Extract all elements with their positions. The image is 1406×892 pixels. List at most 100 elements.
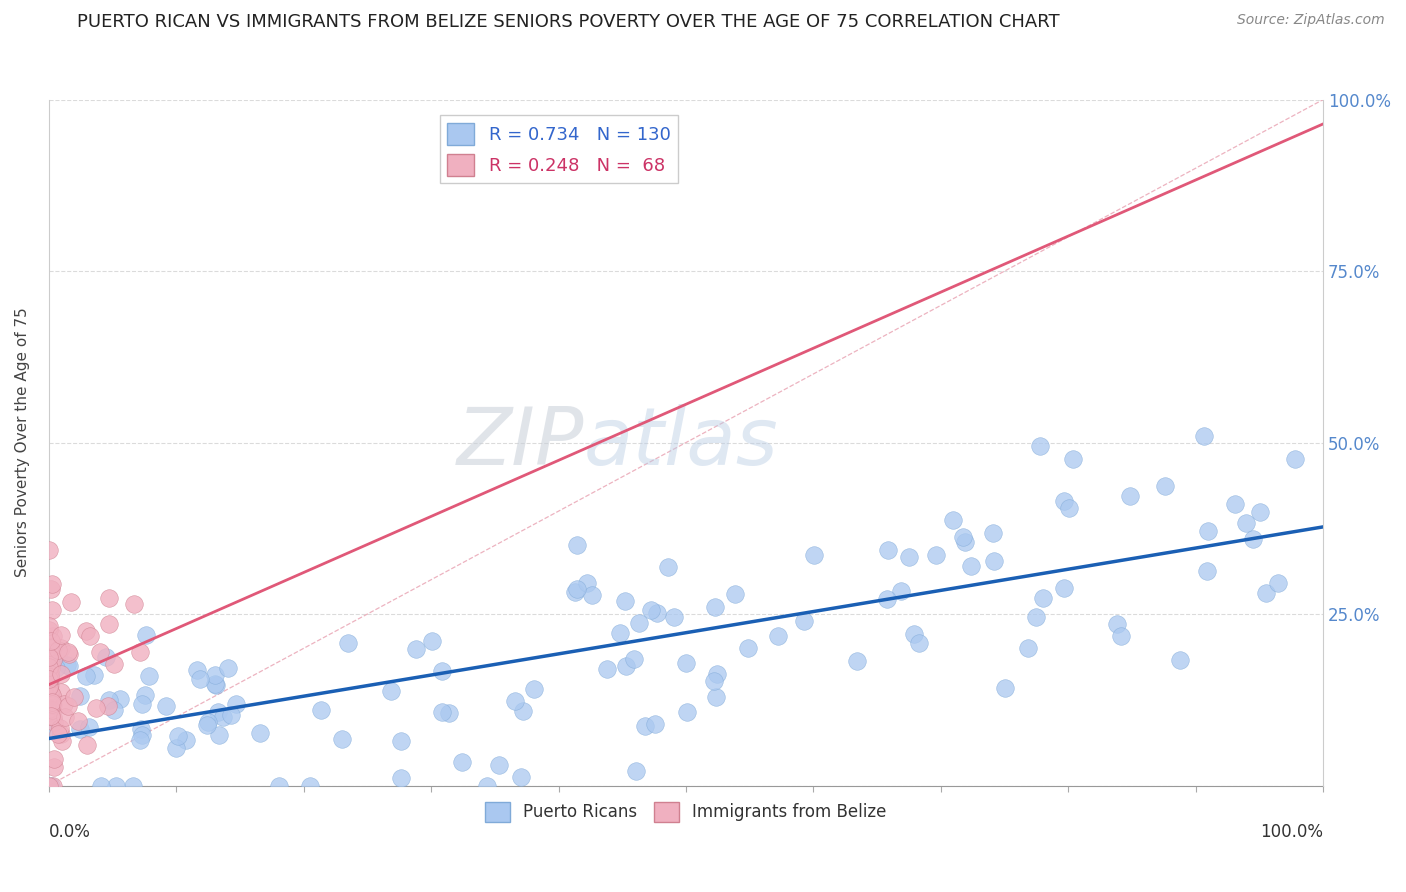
Point bbox=[39, 669, 62, 683]
Point bbox=[675, 657, 697, 671]
Point bbox=[63, 690, 86, 704]
Point bbox=[581, 589, 603, 603]
Point bbox=[49, 721, 72, 735]
Text: atlas: atlas bbox=[583, 403, 779, 482]
Point bbox=[89, 645, 111, 659]
Point bbox=[38, 689, 60, 703]
Point bbox=[567, 538, 589, 552]
Point bbox=[509, 770, 531, 784]
Point bbox=[39, 667, 62, 681]
Point bbox=[225, 697, 247, 711]
Point bbox=[38, 672, 60, 686]
Point bbox=[83, 668, 105, 682]
Point bbox=[39, 720, 62, 734]
Point bbox=[46, 642, 69, 657]
Point bbox=[614, 658, 637, 673]
Point bbox=[129, 722, 152, 736]
Point bbox=[768, 629, 790, 643]
Point bbox=[44, 752, 66, 766]
Point bbox=[39, 688, 62, 702]
Point bbox=[437, 706, 460, 720]
Point bbox=[44, 714, 66, 729]
Point bbox=[676, 705, 699, 719]
Point bbox=[134, 688, 156, 702]
Point bbox=[267, 779, 290, 793]
Point bbox=[103, 657, 125, 672]
Point bbox=[793, 614, 815, 628]
Point bbox=[1192, 429, 1215, 443]
Point bbox=[75, 624, 97, 638]
Point bbox=[188, 673, 211, 687]
Point bbox=[644, 717, 666, 731]
Point bbox=[155, 698, 177, 713]
Point bbox=[197, 715, 219, 730]
Point bbox=[704, 599, 727, 614]
Point bbox=[38, 650, 60, 665]
Point bbox=[908, 635, 931, 649]
Point bbox=[1057, 501, 1080, 516]
Point bbox=[703, 673, 725, 688]
Point bbox=[204, 668, 226, 682]
Point bbox=[523, 682, 546, 697]
Point bbox=[337, 636, 360, 650]
Point bbox=[803, 548, 825, 562]
Point bbox=[48, 727, 70, 741]
Point bbox=[39, 684, 62, 698]
Point bbox=[1197, 524, 1219, 538]
Point bbox=[165, 741, 187, 756]
Point bbox=[564, 585, 586, 599]
Point bbox=[298, 779, 321, 793]
Point bbox=[39, 709, 62, 723]
Text: 0.0%: 0.0% bbox=[49, 823, 90, 841]
Point bbox=[79, 629, 101, 643]
Text: Source: ZipAtlas.com: Source: ZipAtlas.com bbox=[1237, 13, 1385, 28]
Point bbox=[512, 704, 534, 718]
Text: ZIP: ZIP bbox=[457, 403, 583, 482]
Point bbox=[39, 670, 62, 684]
Point bbox=[51, 685, 73, 699]
Point bbox=[1025, 609, 1047, 624]
Point bbox=[39, 678, 62, 692]
Point bbox=[39, 779, 62, 793]
Point bbox=[640, 603, 662, 617]
Point bbox=[903, 626, 925, 640]
Point bbox=[135, 627, 157, 641]
Point bbox=[41, 698, 63, 712]
Point bbox=[51, 727, 73, 741]
Point bbox=[1053, 581, 1076, 595]
Point bbox=[1241, 532, 1264, 546]
Point bbox=[42, 653, 65, 667]
Point bbox=[1267, 575, 1289, 590]
Point bbox=[138, 669, 160, 683]
Point bbox=[1105, 617, 1128, 632]
Point bbox=[1284, 451, 1306, 466]
Point bbox=[389, 771, 412, 785]
Point bbox=[41, 661, 63, 675]
Point bbox=[77, 720, 100, 734]
Point bbox=[67, 714, 90, 728]
Point bbox=[981, 526, 1004, 541]
Point bbox=[983, 554, 1005, 568]
Point bbox=[475, 779, 498, 793]
Point bbox=[706, 666, 728, 681]
Point bbox=[1109, 629, 1132, 643]
Point bbox=[389, 733, 412, 747]
Point bbox=[94, 650, 117, 665]
Point bbox=[121, 779, 143, 793]
Point bbox=[39, 634, 62, 648]
Point bbox=[69, 689, 91, 703]
Text: 100.0%: 100.0% bbox=[1260, 823, 1323, 841]
Point bbox=[51, 628, 73, 642]
Point bbox=[959, 558, 981, 573]
Point bbox=[38, 680, 60, 694]
Point bbox=[41, 702, 63, 716]
Point bbox=[488, 758, 510, 772]
Point bbox=[39, 657, 62, 672]
Text: PUERTO RICAN VS IMMIGRANTS FROM BELIZE SENIORS POVERTY OVER THE AGE OF 75 CORREL: PUERTO RICAN VS IMMIGRANTS FROM BELIZE S… bbox=[77, 13, 1060, 31]
Point bbox=[420, 633, 443, 648]
Point bbox=[131, 697, 153, 711]
Point bbox=[97, 616, 120, 631]
Point bbox=[942, 513, 965, 527]
Point bbox=[330, 732, 353, 747]
Point bbox=[380, 684, 402, 698]
